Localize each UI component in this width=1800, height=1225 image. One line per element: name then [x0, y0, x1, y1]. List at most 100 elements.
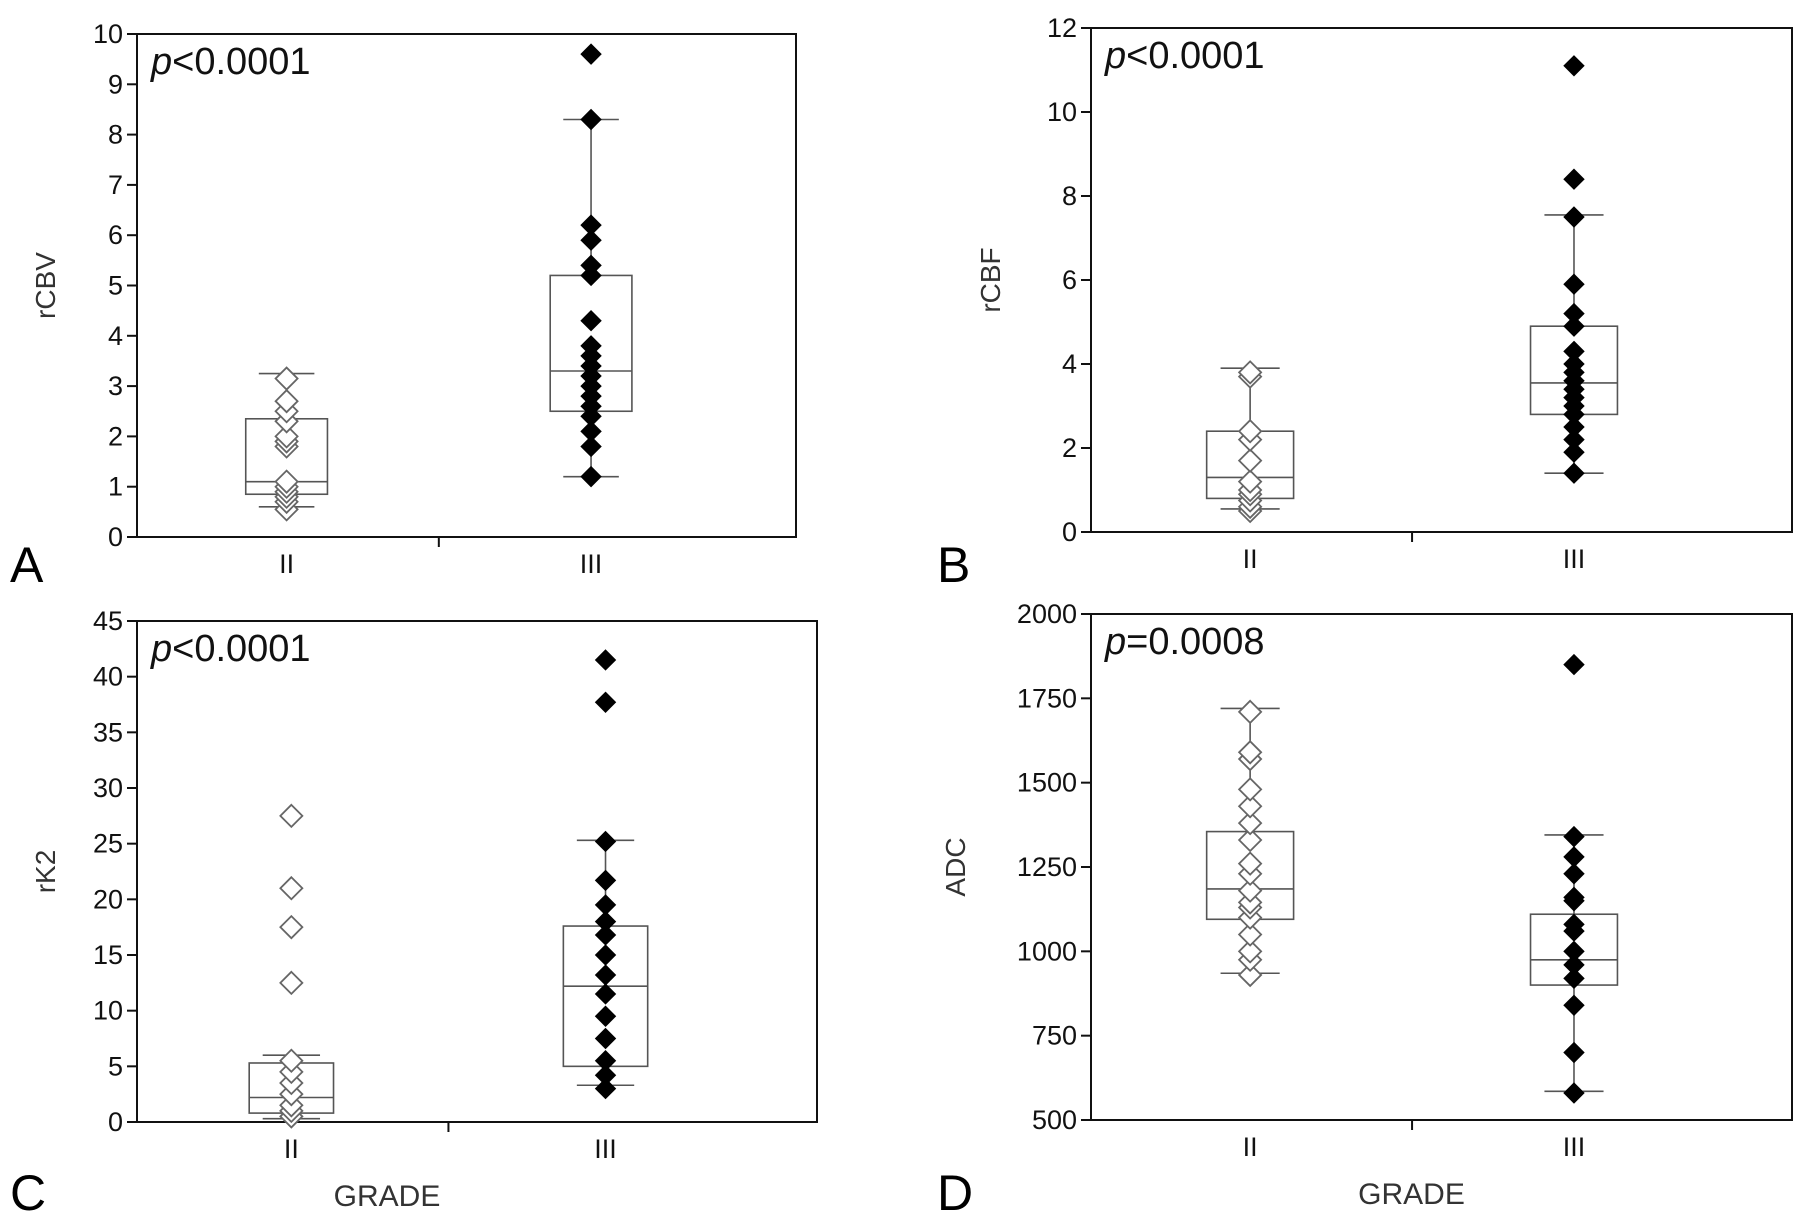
p-value-annotation: p<0.0001	[1104, 35, 1265, 77]
data-point	[1563, 206, 1585, 228]
x-tick-label-II: II	[1243, 1132, 1258, 1162]
data-point	[274, 469, 299, 494]
series-grade-II	[1205, 699, 1295, 988]
data-point	[594, 830, 617, 853]
data-point	[594, 1050, 617, 1072]
y-tick-label: 10	[93, 996, 123, 1026]
y-tick-label: 6	[1062, 265, 1077, 295]
data-point	[594, 894, 617, 916]
y-axis-title: ADC	[940, 837, 971, 896]
data-point	[580, 435, 602, 458]
series-grade-III	[1529, 55, 1619, 484]
data-point	[279, 803, 304, 829]
x-tick-label-II: II	[279, 549, 294, 579]
data-point	[1237, 469, 1263, 494]
data-point	[594, 649, 617, 671]
data-point	[594, 964, 617, 986]
p-value-annotation: p<0.0001	[150, 628, 311, 670]
series-grade-III	[549, 43, 633, 488]
y-tick-label: 45	[93, 606, 123, 636]
y-tick-label: 0	[108, 522, 123, 552]
y-tick-label: 8	[1062, 181, 1077, 211]
panel-letter: D	[937, 1165, 973, 1221]
data-point	[1563, 863, 1585, 885]
data-point	[1563, 940, 1585, 963]
x-tick-label-II: II	[284, 1134, 299, 1164]
data-point	[594, 983, 617, 1005]
data-point	[1563, 967, 1585, 990]
y-axis-title: rCBV	[30, 252, 61, 319]
data-point	[279, 1048, 304, 1074]
data-point	[274, 388, 299, 414]
data-point	[1237, 810, 1263, 836]
x-axis-title: GRADE	[334, 1180, 441, 1213]
y-tick-label: 3	[108, 371, 123, 401]
y-tick-label: 4	[1062, 349, 1077, 379]
y-tick-label: 30	[93, 773, 123, 803]
data-point	[1563, 846, 1585, 868]
data-point	[1237, 939, 1263, 964]
data-point	[594, 1027, 617, 1050]
series-grade-III	[562, 649, 649, 1100]
data-point	[1237, 360, 1263, 385]
data-point	[1563, 653, 1585, 676]
data-point	[594, 869, 617, 892]
data-point	[1563, 954, 1585, 976]
series-grade-III	[1529, 653, 1619, 1104]
data-point	[580, 108, 602, 131]
x-tick-label-III: III	[1563, 544, 1586, 574]
y-tick-label: 1500	[1017, 768, 1077, 798]
y-tick-label: 5	[108, 271, 123, 301]
data-point	[580, 229, 602, 251]
y-tick-label: 2000	[1017, 599, 1077, 629]
y-tick-label: 1750	[1017, 683, 1077, 713]
data-point	[1563, 416, 1585, 438]
panel-letter: C	[10, 1165, 46, 1221]
y-tick-label: 7	[108, 170, 123, 200]
y-tick-label: 9	[108, 69, 123, 99]
y-tick-label: 15	[93, 940, 123, 970]
y-tick-label: 750	[1032, 1021, 1077, 1051]
data-point	[580, 310, 602, 332]
y-tick-label: 10	[93, 19, 123, 49]
y-tick-label: 10	[1047, 97, 1077, 127]
data-point	[1563, 168, 1585, 190]
x-tick-label-III: III	[594, 1134, 617, 1164]
plot-frame	[136, 33, 797, 538]
data-point	[594, 691, 617, 713]
data-point	[1563, 428, 1585, 451]
y-tick-label: 6	[108, 220, 123, 250]
data-point	[1563, 315, 1585, 337]
p-value-annotation: p=0.0008	[1104, 621, 1265, 663]
y-axis-title: rCBF	[975, 247, 1006, 312]
data-point	[1563, 273, 1585, 295]
data-point	[1563, 55, 1585, 77]
series-grade-II	[244, 366, 329, 522]
y-tick-label: 1	[108, 472, 123, 502]
data-point	[594, 1077, 617, 1100]
x-tick-label-III: III	[580, 549, 603, 579]
data-point	[1563, 302, 1585, 325]
data-point	[1563, 994, 1585, 1017]
data-point	[1563, 1082, 1585, 1104]
y-tick-label: 2	[108, 421, 123, 451]
y-tick-label: 8	[108, 120, 123, 150]
data-point	[1563, 353, 1585, 375]
data-point	[594, 1005, 617, 1027]
series-grade-II	[248, 803, 335, 1129]
y-tick-label: 4	[108, 321, 123, 351]
x-tick-label-III: III	[1563, 1132, 1586, 1162]
data-point	[1563, 886, 1585, 909]
data-point	[580, 335, 602, 357]
y-tick-label: 500	[1032, 1105, 1077, 1135]
data-point	[580, 420, 602, 443]
data-point	[279, 875, 304, 901]
y-tick-label: 1250	[1017, 852, 1077, 882]
y-tick-label: 2	[1062, 433, 1077, 463]
y-tick-label: 12	[1047, 13, 1077, 43]
panel-letter: B	[937, 537, 970, 593]
plot-frame	[1090, 613, 1793, 1121]
data-point	[1237, 699, 1263, 725]
